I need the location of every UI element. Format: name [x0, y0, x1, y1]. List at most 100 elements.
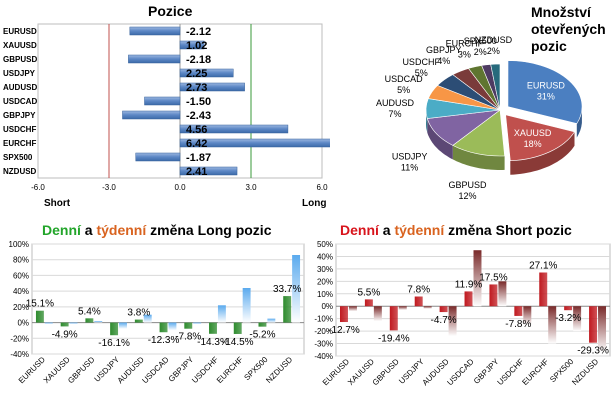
weekly-change-bar — [94, 321, 103, 323]
daily-change-bar — [283, 296, 292, 323]
weekly-change-bar — [448, 306, 457, 337]
pie-slice-side — [426, 107, 428, 133]
y-tick-label: -20% — [10, 334, 29, 343]
daily-change-bar — [110, 322, 119, 336]
category-label: NZDUSD — [3, 167, 37, 176]
daily-value-label: -29.3% — [577, 346, 609, 357]
y-tick-label: 80% — [13, 256, 29, 265]
position-bar — [179, 138, 330, 148]
short-change-chart: -40% -30% -20% -10% 0% 10% 20% 30% 40% 50% -12.7% E… — [314, 240, 611, 387]
weekly-change-bar — [242, 288, 251, 323]
pie-category-label: EURCHF — [446, 39, 484, 49]
x-tick-label: 3.0 — [245, 183, 257, 192]
pie-slice-side — [452, 145, 505, 170]
x-tick-label: -3.0 — [102, 183, 116, 192]
pie-value-label: 31% — [537, 92, 555, 102]
weekly-change-bar — [143, 314, 152, 323]
daily-value-label: 17.5% — [479, 272, 507, 283]
pie-value-label: 7% — [388, 109, 401, 119]
long-axis-label: Long — [302, 198, 326, 209]
plot-area — [335, 243, 611, 357]
y-tick-label: 60% — [13, 271, 29, 280]
y-tick-label: 40% — [13, 287, 29, 296]
daily-value-label: 5.4% — [78, 306, 101, 317]
bar-value-label: 6.42 — [186, 138, 207, 150]
daily-change-bar — [489, 284, 498, 307]
daily-value-label: 5.5% — [357, 287, 380, 298]
weekly-change-bar — [119, 322, 127, 329]
weekly-change-bar — [348, 306, 357, 312]
category-label: USDCHF — [3, 125, 36, 134]
title-rest: změna Long pozic — [146, 222, 272, 238]
weekly-change-bar — [193, 322, 202, 325]
y-tick-label: -10% — [314, 315, 333, 324]
pie-category-label: USDJPY — [392, 151, 428, 161]
daily-change-bar — [60, 322, 69, 327]
y-tick-label: -40% — [10, 350, 29, 359]
pie-value-label: 11% — [401, 162, 418, 172]
pie-chart-title: Množství otevřených pozic — [531, 4, 606, 55]
bar-value-label: -2.12 — [186, 26, 211, 38]
title-word-daily: Denní — [340, 222, 379, 238]
x-tick-label: 6.0 — [316, 183, 328, 192]
pie-value-label: 18% — [524, 139, 542, 149]
pie-category-label: USDCAD — [385, 74, 424, 84]
pie-value-label: 5% — [397, 85, 410, 95]
x-category-label: GBPUSD — [66, 355, 96, 385]
y-tick-label: 20% — [13, 303, 29, 312]
x-tick-label: -6.0 — [31, 183, 45, 192]
positions-chart: EURUSD -2.12 XAUUSD 1.02 GBPUSD -2.18 USDJPY 2.… — [3, 23, 330, 209]
bar-value-label: 2.73 — [186, 82, 207, 94]
bar-value-label: -1.50 — [186, 96, 211, 108]
daily-value-label: 33.7% — [273, 284, 301, 295]
pie-title-line-1: Množství — [531, 4, 591, 20]
positions-chart-title: Pozice — [148, 3, 193, 19]
pie-category-label: XAUUSD — [514, 128, 552, 138]
pie-category-label: AUDUSD — [376, 98, 415, 108]
category-label: EURCHF — [3, 139, 36, 148]
x-category-label: USDCAD — [140, 355, 170, 385]
position-bar — [179, 68, 234, 78]
position-bar — [144, 96, 181, 106]
x-category-label: EURCHF — [520, 357, 550, 387]
daily-change-bar — [184, 322, 193, 329]
daily-value-label: -7.8% — [505, 319, 531, 330]
y-tick-label: -30% — [314, 340, 333, 349]
daily-change-bar — [339, 306, 348, 323]
pie-value-label: 4% — [437, 56, 450, 66]
title-rest: změna Short pozic — [444, 222, 572, 238]
bar-value-label: -1.87 — [186, 152, 211, 164]
pie-slice-side — [427, 118, 453, 160]
y-tick-label: 50% — [317, 240, 333, 249]
category-label: USDCAD — [3, 97, 37, 106]
daily-value-label: 11.9% — [455, 279, 483, 290]
daily-change-bar — [209, 322, 217, 334]
daily-change-bar — [414, 296, 423, 307]
weekly-change-bar — [217, 305, 226, 323]
pie-value-label: 12% — [458, 191, 476, 201]
plot-area — [31, 243, 305, 355]
position-bar — [179, 40, 205, 50]
daily-change-bar — [564, 306, 573, 311]
position-bar — [179, 82, 245, 92]
position-bar — [128, 54, 181, 64]
daily-change-bar — [159, 322, 168, 333]
x-tick-label: 0.0 — [174, 183, 186, 192]
category-label: EURUSD — [3, 27, 37, 36]
x-category-label: NZDUSD — [570, 357, 600, 387]
x-category-label: GBPUSD — [371, 357, 401, 387]
daily-change-bar — [258, 322, 267, 327]
y-tick-label: 10% — [317, 290, 333, 299]
title-word-daily: Denní — [42, 222, 81, 238]
daily-value-label: -5.2% — [249, 330, 275, 341]
x-category-label: EURCHF — [215, 355, 245, 385]
weekly-change-bar — [69, 322, 78, 325]
position-bar — [179, 166, 238, 176]
title-word-weekly: týdenní — [96, 222, 147, 238]
pie-title-line-2: otevřených — [531, 21, 606, 37]
weekly-change-bar — [598, 306, 607, 353]
weekly-change-bar — [373, 306, 382, 322]
pie-value-label: 3% — [458, 50, 471, 60]
y-tick-label: 0% — [321, 302, 333, 311]
daily-value-label: -19.4% — [378, 333, 410, 344]
